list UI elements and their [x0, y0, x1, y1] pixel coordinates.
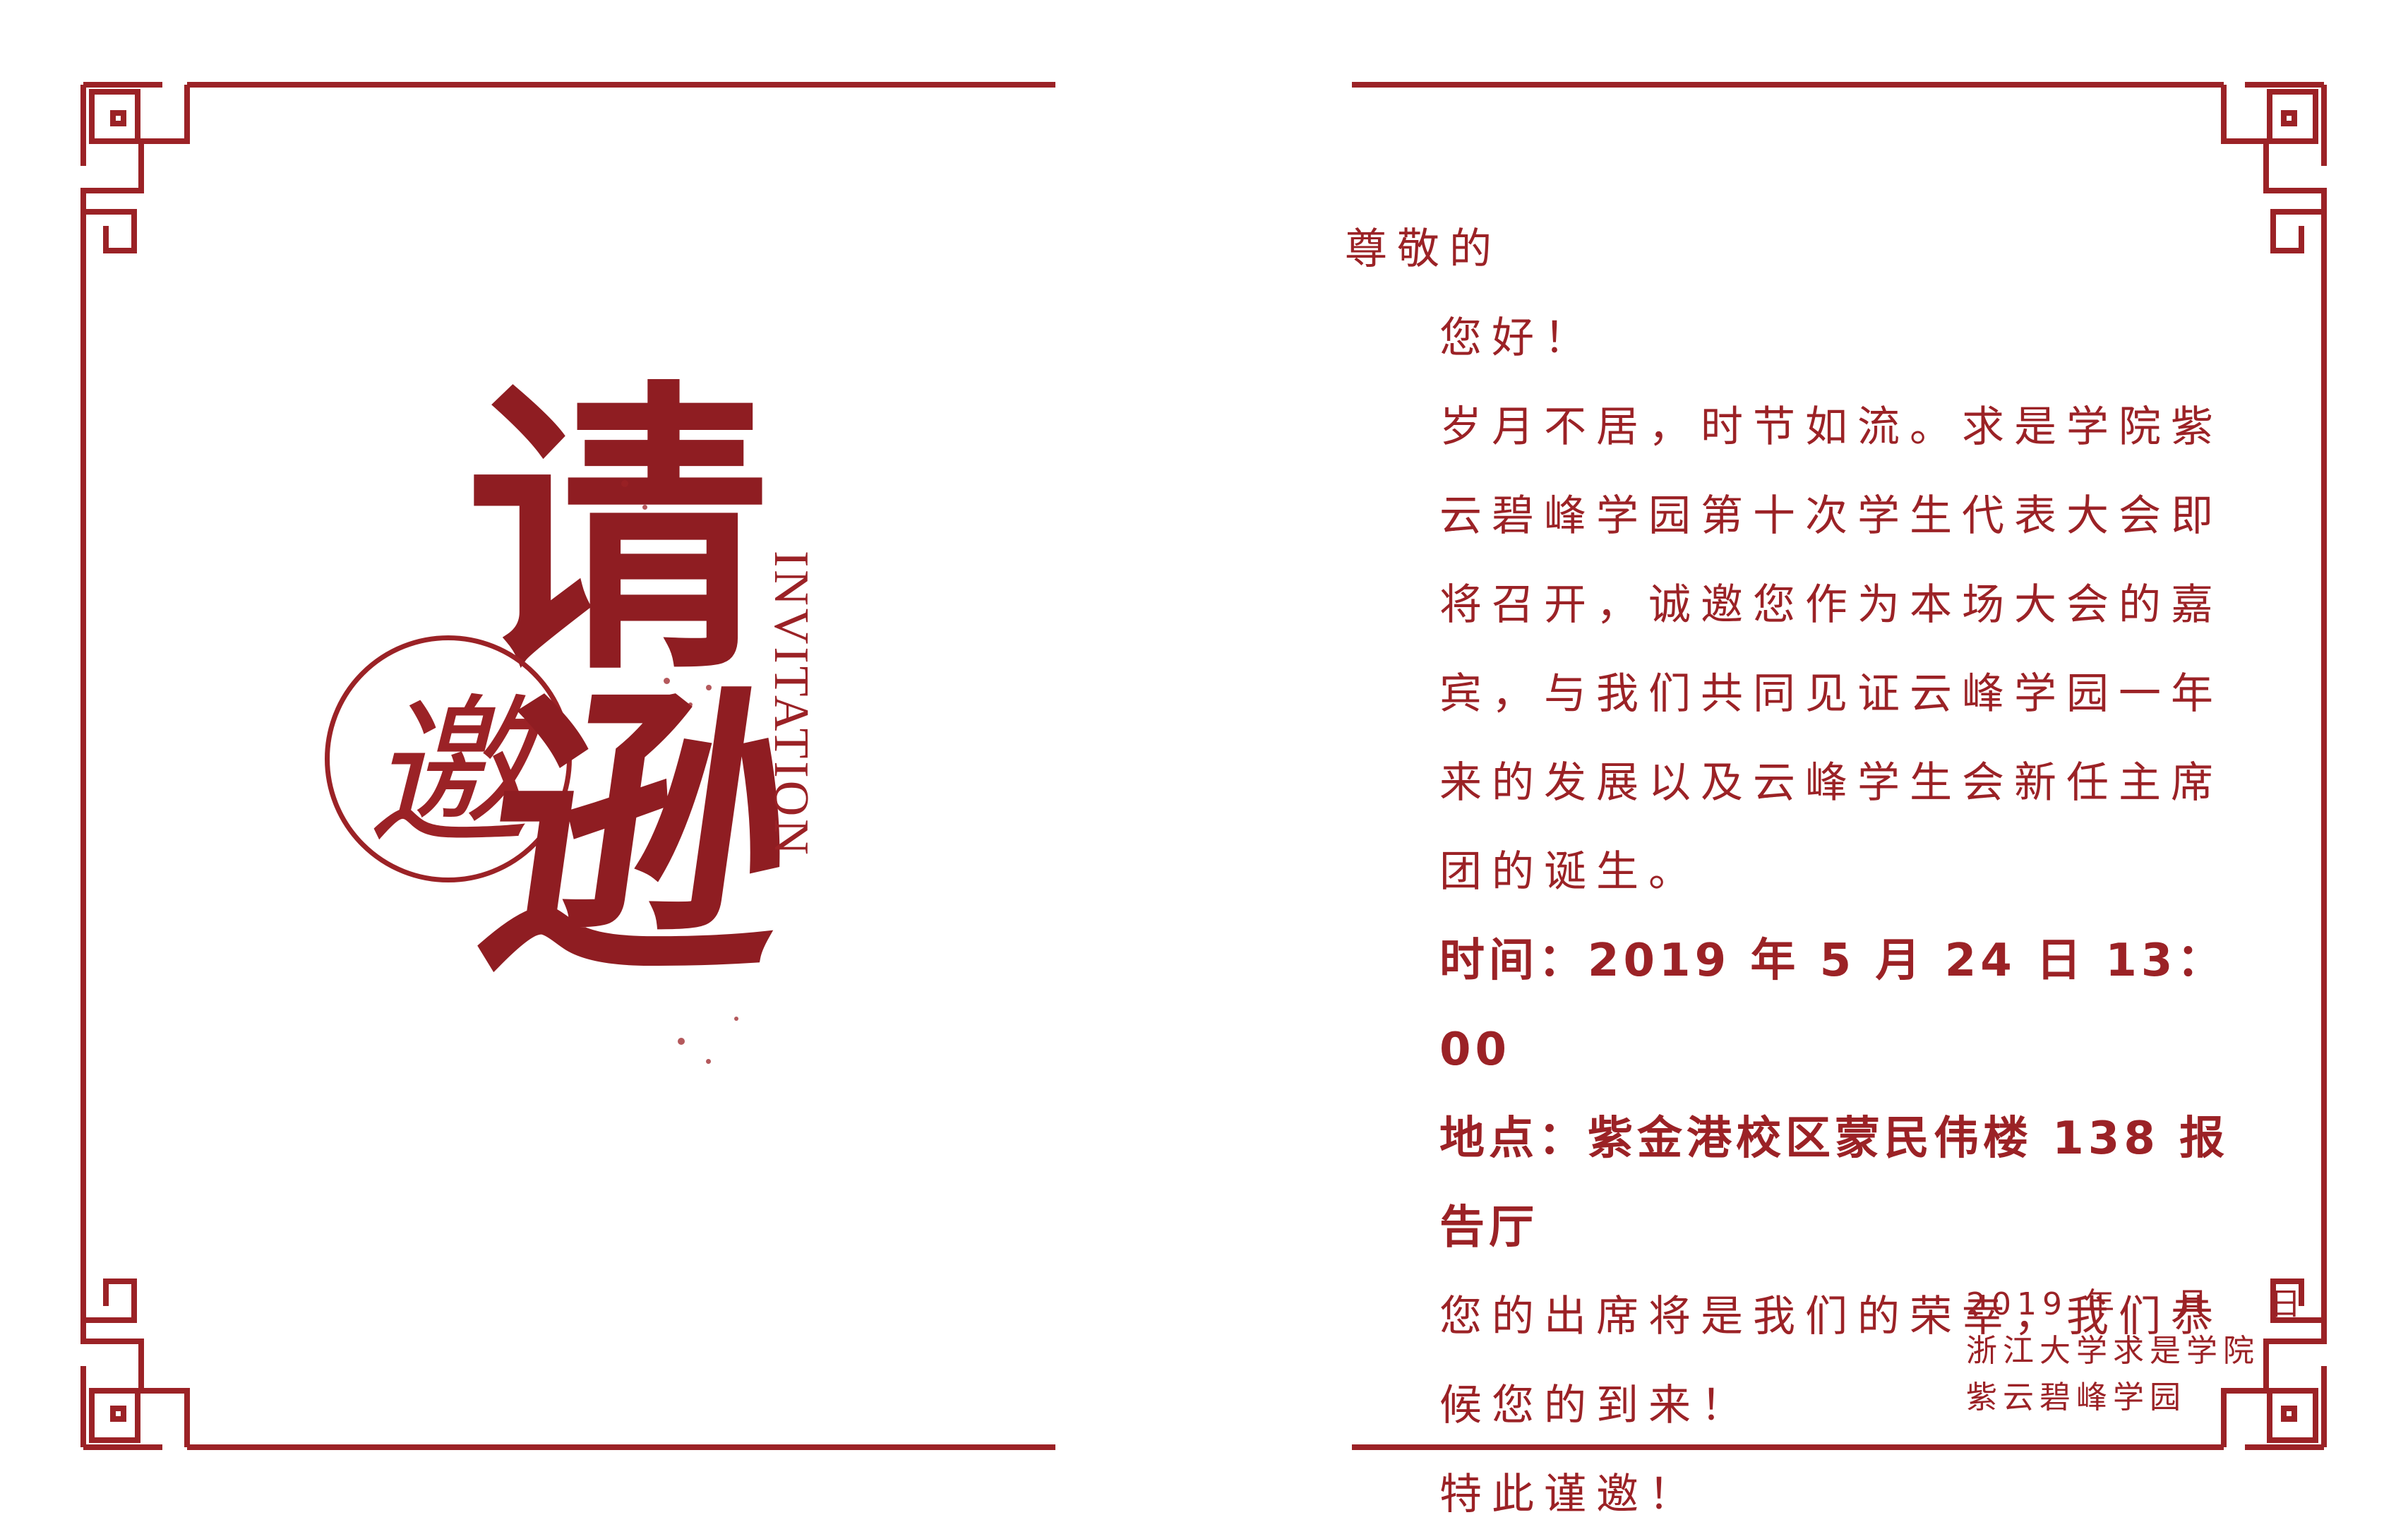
signature-org-1: 浙江大学求是学院 — [1966, 1333, 2260, 1369]
seal-circle: 邀 — [325, 635, 572, 882]
signature-day: 日 — [2269, 1286, 2306, 1322]
invitation-letter: 尊敬的 您好！ 岁月不居，时节如流。求是学院紫云碧峰学园第十次学生代表大会即将召… — [1345, 205, 2234, 1539]
greeting: 您好！ — [1439, 313, 1596, 363]
ink-splatter — [688, 702, 693, 707]
ink-splatter — [664, 678, 670, 684]
right-card — [1306, 0, 2408, 1504]
salutation: 尊敬的 — [1345, 224, 1502, 274]
event-location: 地点：紫金港校区蒙民伟楼 138 报告厅 — [1439, 1113, 2229, 1254]
body-paragraph: 岁月不居，时节如流。求是学院紫云碧峰学园第十次学生代表大会即将召开，诚邀您作为本… — [1439, 402, 2223, 897]
invitation-english-label: INVITATION — [764, 551, 818, 858]
ink-splatter — [678, 1038, 685, 1045]
event-time: 时间：2019 年 5 月 24 日 13：00 — [1439, 935, 2227, 1076]
ink-splatter — [734, 1017, 738, 1021]
signature-year: 2019 年 — [1966, 1286, 2120, 1322]
invitation-calligraphy: 请 邀 逊 INVITATION — [311, 381, 847, 1101]
signature-block: 2019 年 月 日 浙江大学求是学院 紫云碧峰学园 — [1966, 1281, 2306, 1421]
calligraphy-char-yao: 逊 — [462, 658, 816, 1014]
ink-splatter — [642, 505, 647, 510]
signature-month: 月 — [2176, 1286, 2213, 1322]
signature-date: 2019 年 月 日 — [1966, 1281, 2306, 1328]
seal-char: 邀 — [367, 679, 529, 868]
ink-splatter — [621, 480, 628, 487]
calligraphy-char-qing: 请 — [466, 354, 769, 711]
signature-org-2: 紫云碧峰学园 — [1966, 1379, 2186, 1415]
ink-splatter — [706, 685, 712, 690]
closing-paragraph: 您的出席将是我们的荣幸，我们恭候您的到来！ — [1439, 1292, 2223, 1430]
sign-off: 特此谨邀！ — [1439, 1470, 1701, 1519]
decorative-frame-right — [1352, 82, 2327, 1450]
ink-splatter — [706, 1059, 711, 1064]
decorative-frame-left — [80, 82, 1055, 1450]
left-card: 请 邀 逊 INVITATION — [0, 0, 1101, 1504]
